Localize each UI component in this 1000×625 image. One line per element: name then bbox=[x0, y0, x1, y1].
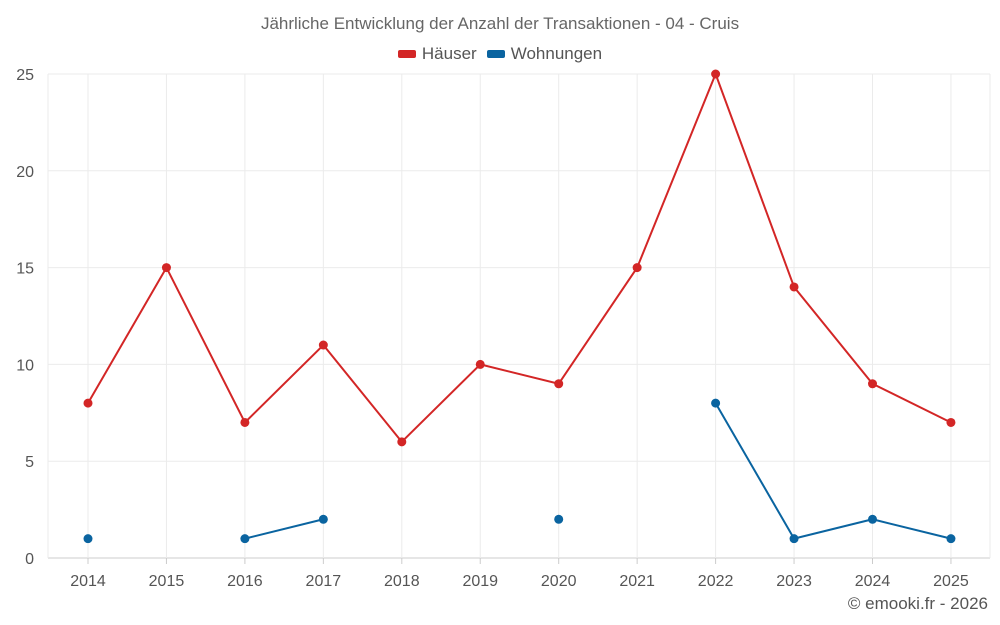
credit-text: © emooki.fr - 2026 bbox=[847, 594, 988, 613]
legend-swatch-houses bbox=[397, 50, 416, 58]
data-point-houses[interactable] bbox=[946, 417, 956, 427]
x-tick-label: 2019 bbox=[462, 573, 498, 590]
data-point-houses[interactable] bbox=[475, 359, 485, 369]
y-tick-label: 25 bbox=[16, 67, 34, 84]
data-point-houses[interactable] bbox=[632, 263, 642, 273]
legend-item-apartments[interactable]: Wohnungen bbox=[486, 44, 603, 64]
data-point-apartments[interactable] bbox=[554, 514, 564, 524]
data-point-apartments[interactable] bbox=[240, 534, 250, 544]
data-point-apartments[interactable] bbox=[83, 534, 93, 544]
data-point-houses[interactable] bbox=[318, 340, 328, 350]
data-point-houses[interactable] bbox=[397, 437, 407, 447]
x-tick-label: 2025 bbox=[933, 573, 969, 590]
chart-title: Jährliche Entwicklung der Anzahl der Tra… bbox=[260, 14, 740, 33]
series-layer bbox=[83, 69, 956, 544]
data-point-houses[interactable] bbox=[161, 263, 171, 273]
legend-label-apartments: Wohnungen bbox=[510, 44, 603, 63]
y-tick-label: 20 bbox=[16, 164, 34, 181]
y-tick-label: 10 bbox=[16, 357, 34, 374]
y-tick-label: 5 bbox=[25, 454, 34, 471]
x-tick-label: 2021 bbox=[619, 573, 655, 590]
data-point-apartments[interactable] bbox=[318, 514, 328, 524]
x-tick-label: 2022 bbox=[698, 573, 734, 590]
data-point-houses[interactable] bbox=[789, 282, 799, 292]
series-line-apartments bbox=[244, 518, 324, 540]
x-tick-label: 2017 bbox=[306, 573, 342, 590]
data-point-houses[interactable] bbox=[554, 379, 564, 389]
grid bbox=[47, 73, 991, 559]
data-point-apartments[interactable] bbox=[868, 514, 877, 524]
x-tick-label: 2014 bbox=[70, 573, 106, 590]
series-line-houses bbox=[87, 73, 952, 443]
x-tick-label: 2020 bbox=[541, 573, 577, 590]
y-tick-label: 0 bbox=[25, 551, 34, 568]
x-tick-label: 2024 bbox=[855, 573, 891, 590]
data-point-houses[interactable] bbox=[868, 379, 877, 389]
legend: Häuser Wohnungen bbox=[0, 44, 1000, 64]
data-point-houses[interactable] bbox=[711, 69, 721, 79]
data-point-apartments[interactable] bbox=[789, 534, 799, 544]
series-line-apartments bbox=[714, 402, 952, 540]
data-point-houses[interactable] bbox=[240, 417, 250, 427]
y-tick-label: 15 bbox=[16, 261, 34, 278]
legend-swatch-apartments bbox=[486, 50, 505, 58]
legend-label-houses: Häuser bbox=[421, 44, 477, 63]
data-point-houses[interactable] bbox=[83, 398, 93, 408]
x-tick-label: 2018 bbox=[384, 573, 420, 590]
x-tick-label: 2015 bbox=[149, 573, 185, 590]
data-point-apartments[interactable] bbox=[946, 534, 956, 544]
x-tick-label: 2023 bbox=[776, 573, 812, 590]
data-point-apartments[interactable] bbox=[711, 398, 721, 408]
legend-item-houses[interactable]: Häuser bbox=[397, 44, 477, 64]
x-tick-label: 2016 bbox=[227, 573, 263, 590]
